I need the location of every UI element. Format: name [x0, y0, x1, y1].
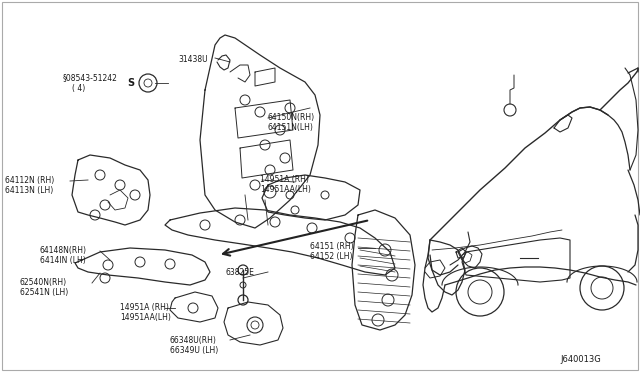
- Text: 14951A (RH): 14951A (RH): [120, 303, 169, 312]
- Text: §08543-51242: §08543-51242: [63, 73, 118, 82]
- Text: 14951AA(LH): 14951AA(LH): [260, 185, 311, 194]
- Text: 62541N (LH): 62541N (LH): [20, 288, 68, 297]
- Text: 6414lN (LH): 6414lN (LH): [40, 256, 86, 265]
- Text: 64112N (RH): 64112N (RH): [5, 176, 54, 185]
- Text: 31438U: 31438U: [178, 55, 207, 64]
- Text: 66348U(RH): 66348U(RH): [170, 336, 217, 345]
- Text: 63825E: 63825E: [225, 268, 254, 277]
- Text: ( 4): ( 4): [72, 84, 85, 93]
- Text: S: S: [127, 78, 134, 88]
- Text: 14951AA(LH): 14951AA(LH): [120, 313, 171, 322]
- Text: 14951A (RH): 14951A (RH): [260, 175, 309, 184]
- Text: 66349U (LH): 66349U (LH): [170, 346, 218, 355]
- Text: 64151 (RH): 64151 (RH): [310, 242, 354, 251]
- Text: 64150N(RH): 64150N(RH): [268, 113, 315, 122]
- Text: 62540N(RH): 62540N(RH): [20, 278, 67, 287]
- Text: 64148N(RH): 64148N(RH): [40, 246, 87, 255]
- Text: J640013G: J640013G: [560, 355, 601, 364]
- Text: 64152 (LH): 64152 (LH): [310, 252, 353, 261]
- Text: 64151N(LH): 64151N(LH): [268, 123, 314, 132]
- Text: 64113N (LH): 64113N (LH): [5, 186, 53, 195]
